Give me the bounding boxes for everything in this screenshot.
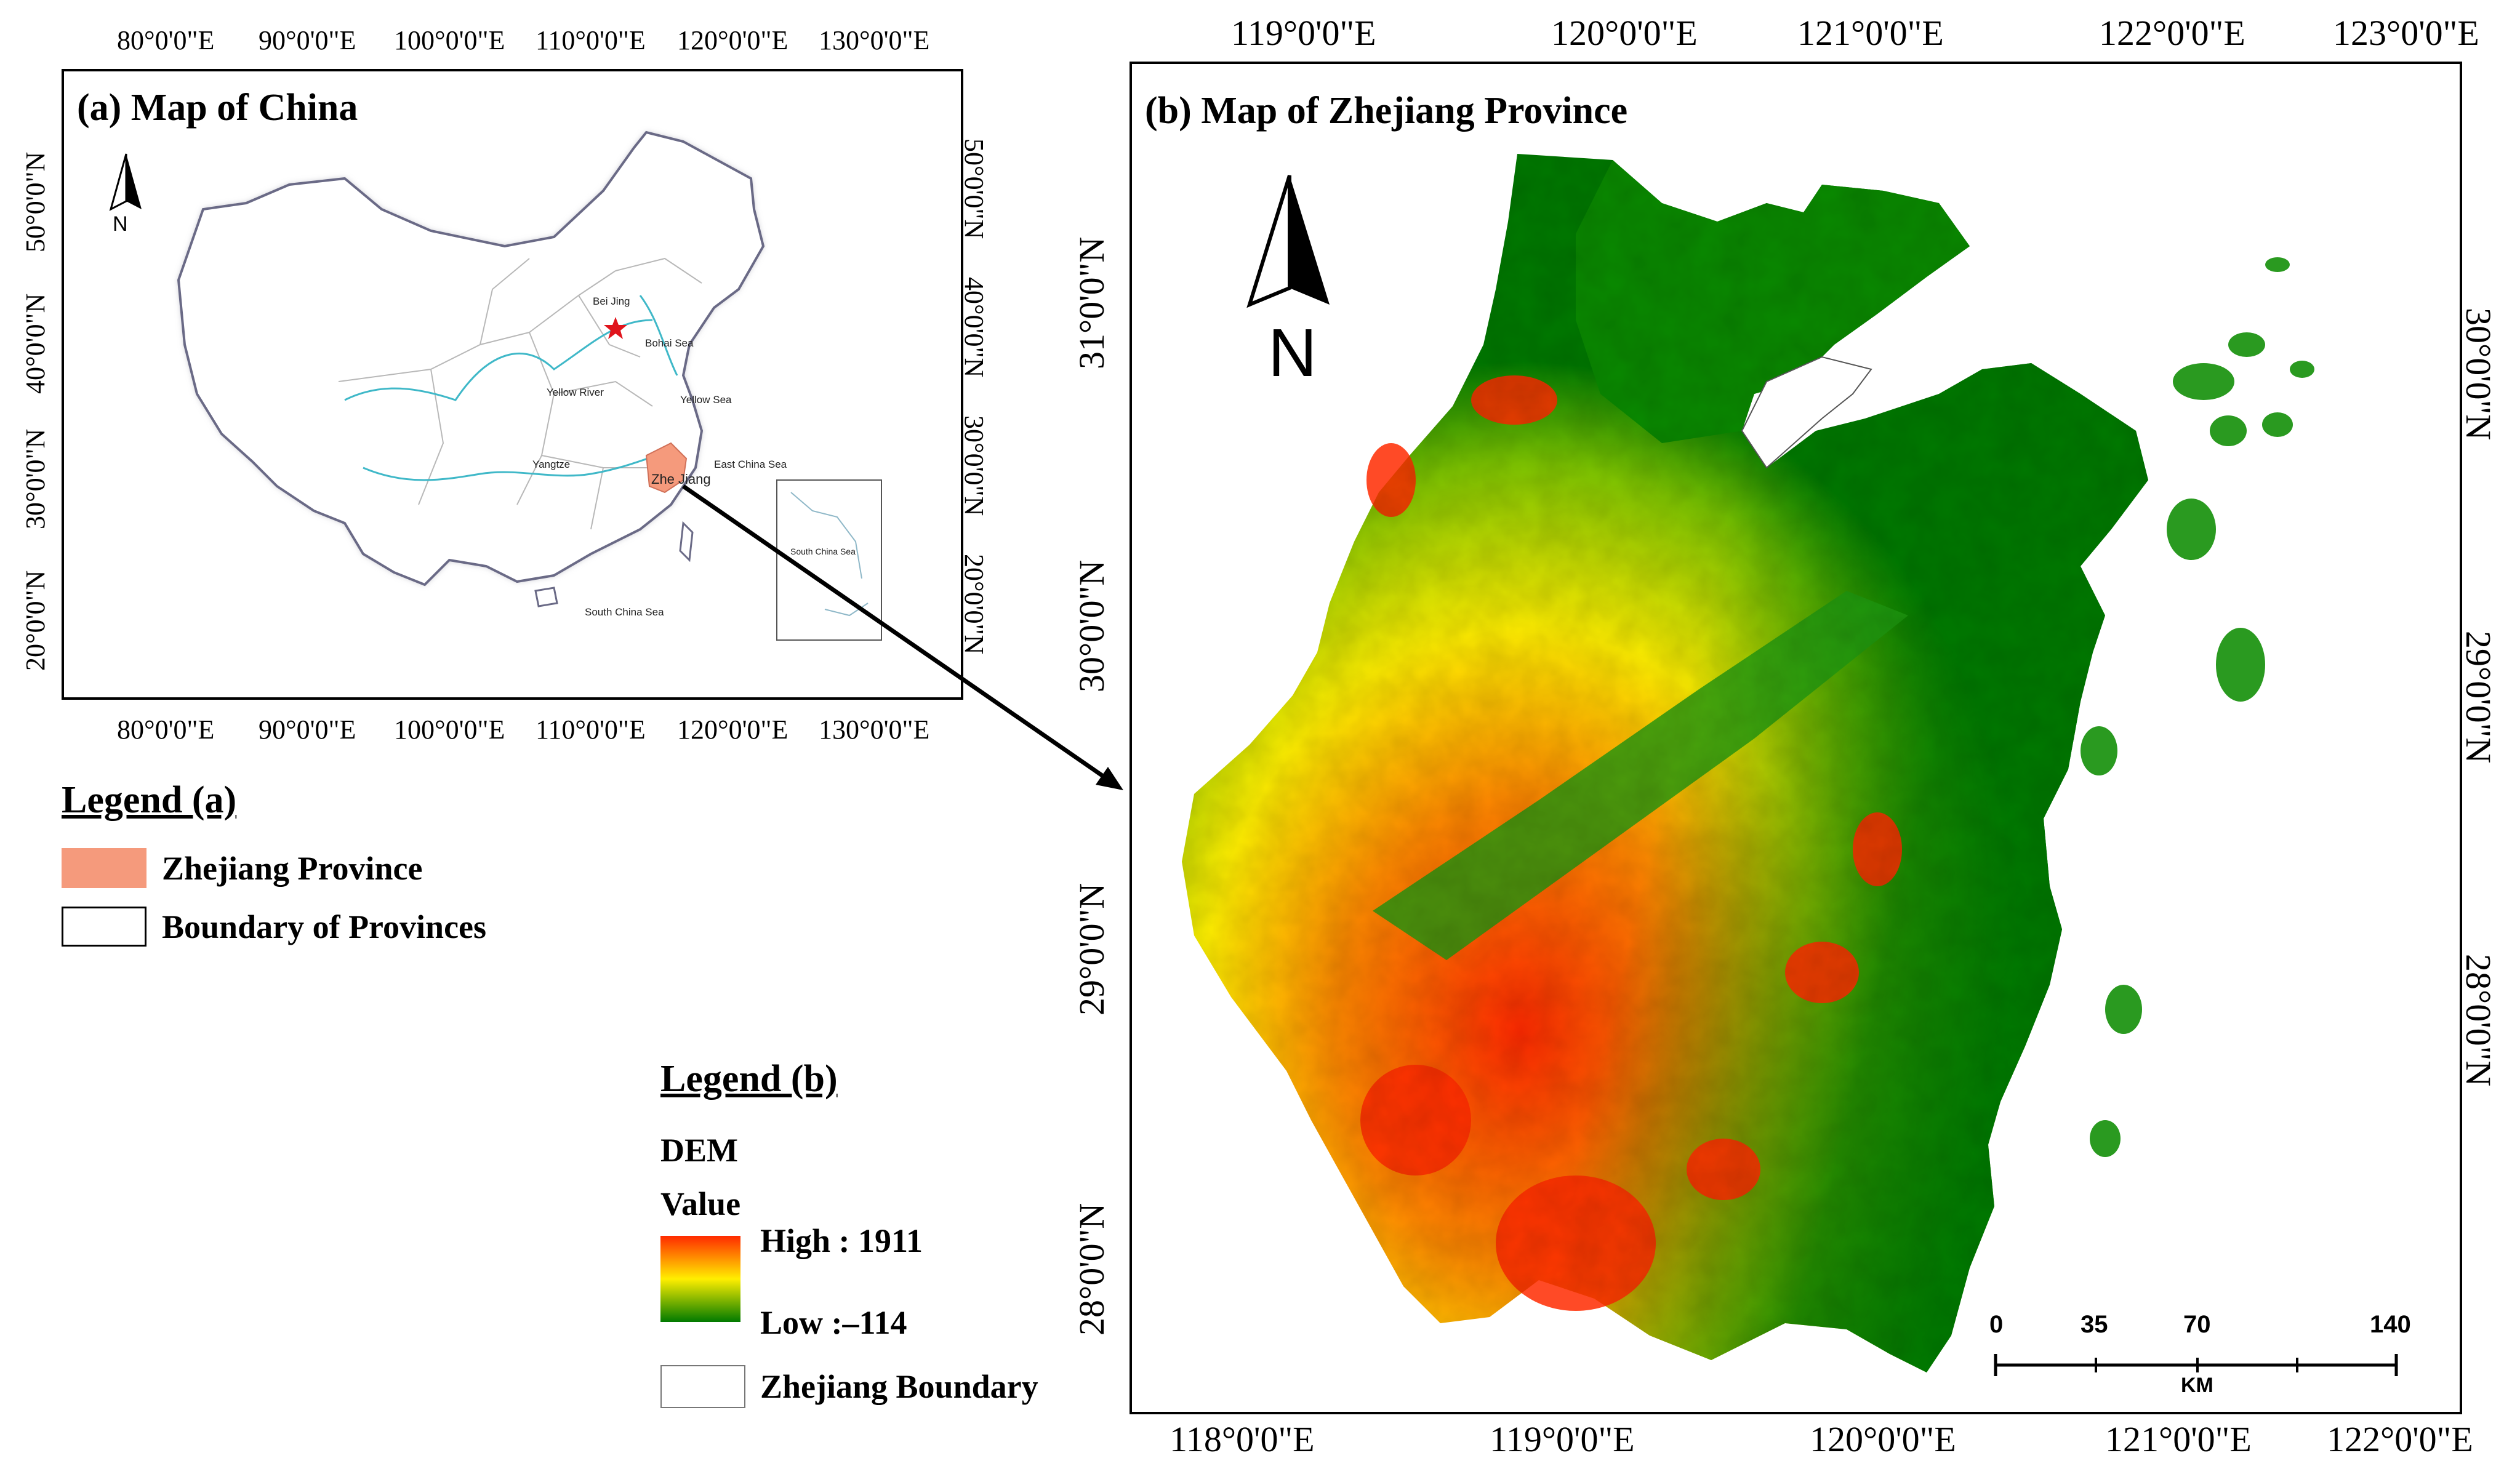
pointer-arrowhead [1096,767,1123,790]
zhejiang-highlight [645,442,688,494]
scale-tick: 35 [2081,1311,2108,1338]
north-label: N [1268,315,1317,391]
lon-tick: 80°0'0"E [117,25,215,55]
china-outline [177,130,765,587]
lon-tick: 90°0'0"E [259,25,356,55]
china-map [177,130,1123,790]
legend-label: Zhejiang Province [162,850,423,887]
lon-tick: 90°0'0"E [259,715,356,745]
scale-unit: KM [2181,1374,2213,1397]
place-label: Zhe Jiang [651,471,711,487]
pointer-arrow [682,484,1112,783]
scale-tick: 0 [1989,1311,2004,1338]
lon-tick: 110°0'0"E [536,715,646,745]
panel-b-frame [1130,62,2462,1414]
lon-tick: 130°0'0"E [819,715,930,745]
rivers [344,295,678,481]
legend-layer: DEM [660,1132,738,1169]
taiwan [679,521,694,563]
dem-ramp [660,1236,740,1322]
lon-tick: 100°0'0"E [394,715,505,745]
panel-b-title: (b) Map of Zhejiang Province [1145,90,1628,132]
legend-label: Boundary of Provinces [162,908,487,945]
lon-tick: 121°0'0"E [1797,13,1944,53]
legend-high: High : 1911 [760,1222,923,1259]
legend-value-label: Value [660,1185,741,1222]
hainan [534,587,558,607]
legend-swatch-zj-boundary [660,1365,745,1408]
legend-swatch-zhejiang [62,848,146,888]
panel-a-frame [62,69,963,700]
place-label: Yangtze [532,459,571,470]
place-label: Bei Jing [593,295,630,307]
lon-tick: 119°0'0"E [1231,13,1376,53]
legend-swatch-boundary [62,907,146,947]
lon-tick: 120°0'0"E [677,25,789,55]
lon-tick: 123°0'0"E [2333,13,2479,53]
place-label: Yellow Sea [680,394,732,406]
lon-tick: 122°0'0"E [2099,13,2245,53]
lon-tick: 120°0'0"E [677,715,789,745]
lon-tick: 110°0'0"E [536,25,646,55]
lon-tick: 122°0'0"E [2327,1419,2473,1459]
legend-a-title: Legend (a) [62,779,237,821]
lon-tick: 121°0'0"E [2105,1419,2252,1459]
lon-tick: 120°0'0"E [1551,13,1698,53]
beijing-star-icon [604,317,627,339]
lon-tick: 100°0'0"E [394,25,505,55]
lon-tick: 130°0'0"E [819,25,930,55]
legend-label: Zhejiang Boundary [760,1368,1038,1405]
lon-tick: 80°0'0"E [117,715,215,745]
scale-tick: 140 [2370,1311,2411,1338]
lon-tick: 118°0'0"E [1170,1419,1315,1459]
zhoushan-islands [2081,257,2314,1157]
lon-tick: 120°0'0"E [1810,1419,1956,1459]
place-label: East China Sea [714,459,787,470]
north-arrow-icon [109,153,142,211]
hangzhou-bay [1741,356,1872,469]
legend-b-title: Legend (b) [660,1058,838,1100]
north-arrow-icon [1246,175,1330,308]
scale-bar-line [1994,1354,2398,1376]
place-label: South China Sea [585,606,664,618]
lon-tick: 119°0'0"E [1490,1419,1635,1459]
place-label: South China Sea [790,547,856,556]
place-label: Yellow River [547,387,604,398]
panel-a-title: (a) Map of China [77,87,358,129]
legend-low: Low :–114 [760,1304,907,1341]
scale-tick: 70 [2183,1311,2211,1338]
north-label: N [113,212,128,236]
place-label: Bohai Sea [645,337,694,349]
province-boundaries [338,257,702,530]
